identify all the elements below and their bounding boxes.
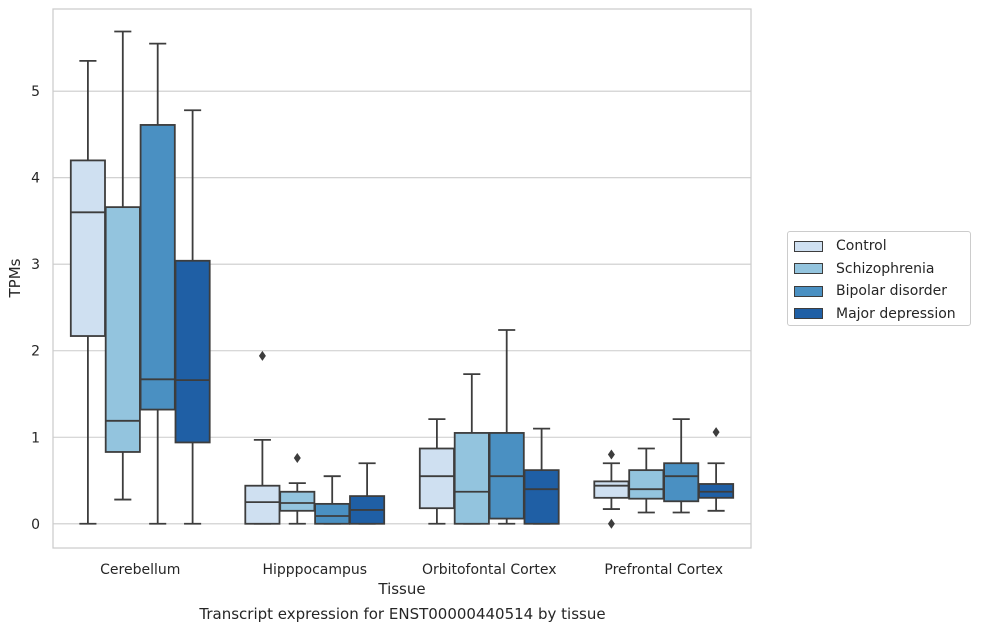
- legend-swatch: [794, 285, 823, 297]
- outlier-point: [712, 427, 720, 438]
- legend-item: Control: [794, 235, 970, 258]
- outlier-point: [258, 350, 266, 361]
- y-tick-label: 1: [31, 430, 40, 446]
- box-group: [279, 453, 316, 525]
- y-tick-label: 3: [31, 257, 40, 273]
- y-tick-label: 5: [31, 84, 40, 100]
- box: [453, 432, 490, 525]
- box: [174, 259, 211, 444]
- box-group: [104, 30, 141, 501]
- box-group: [663, 418, 700, 514]
- box-group: [174, 109, 211, 525]
- legend-item: Bipolar disorder: [794, 280, 970, 303]
- legend-swatch: [794, 263, 823, 275]
- legend-swatch: [794, 308, 823, 320]
- box-group: [349, 462, 386, 525]
- y-axis-label: TPMs: [6, 258, 24, 298]
- box: [314, 502, 351, 525]
- box: [663, 462, 700, 503]
- legend-label: Major depression: [836, 305, 956, 322]
- chart-caption: Transcript expression for ENST0000044051…: [199, 605, 606, 623]
- box-group: [69, 60, 106, 525]
- legend-item: Major depression: [794, 303, 970, 326]
- box: [523, 469, 560, 525]
- box-group: [698, 427, 735, 512]
- tick-labels: 0 1 2 3 4 5 Cerebellum Hipppocampus Orbitofontal…: [31, 84, 723, 578]
- legend-label: Bipolar disorder: [836, 283, 948, 300]
- x-tick-label: Orbitofontal Cortex: [422, 562, 557, 578]
- box: [418, 447, 455, 510]
- outlier-point: [607, 449, 615, 460]
- box-group: [453, 373, 490, 525]
- x-tick-label: Prefrontal Cortex: [604, 562, 723, 578]
- x-tick-label: Hipppocampus: [262, 562, 367, 578]
- box-group: [488, 329, 525, 525]
- box-group: [523, 427, 560, 525]
- legend-label: Control: [836, 238, 887, 255]
- box: [593, 480, 630, 499]
- box-group: [314, 475, 351, 525]
- box: [104, 206, 141, 453]
- x-axis-label: Tissue: [377, 580, 425, 598]
- x-tick-label: Cerebellum: [100, 562, 180, 578]
- box: [628, 469, 665, 500]
- y-tick-label: 0: [31, 517, 40, 533]
- box: [69, 159, 106, 337]
- y-tick-label: 2: [31, 344, 40, 360]
- y-tick-label: 4: [31, 171, 40, 187]
- box-group: [628, 447, 665, 514]
- legend-item: Schizophrenia: [794, 258, 970, 281]
- outlier-point: [293, 453, 301, 464]
- plot-frame: [52, 8, 752, 549]
- box: [139, 124, 176, 411]
- box-group: [418, 418, 455, 525]
- legend-swatch: [794, 240, 823, 252]
- box-group: [593, 449, 630, 529]
- box: [279, 490, 316, 512]
- outlier-point: [607, 518, 615, 529]
- legend: Control Schizophrenia Bipolar disorder M…: [787, 231, 971, 326]
- boxes: [69, 30, 735, 529]
- box: [244, 484, 281, 525]
- legend-label: Schizophrenia: [836, 260, 935, 277]
- box-group: [139, 42, 176, 525]
